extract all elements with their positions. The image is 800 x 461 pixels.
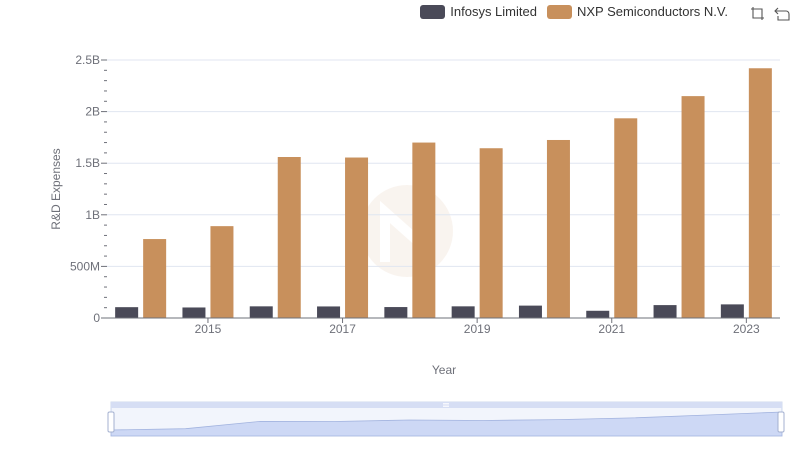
data-zoom-handle-left[interactable]	[107, 411, 115, 433]
y-tick-label: 1B	[85, 208, 100, 222]
bar-infosys-2021	[586, 310, 610, 318]
bar-nxp-2014	[143, 239, 167, 318]
toolbox	[750, 6, 790, 22]
bar-nxp-2015	[210, 226, 234, 318]
legend-swatch-infosys	[420, 4, 446, 19]
bar-nxp-2022	[681, 96, 705, 319]
legend: Infosys Limited NXP Semiconductors N.V.	[420, 4, 728, 19]
watermark-logo	[361, 185, 453, 277]
x-axis-labels: 2015 2017 2019 2021 2023	[195, 318, 760, 336]
y-minor-ticks	[101, 59, 107, 319]
data-zoom-handle-right[interactable]	[777, 411, 785, 433]
y-tick-label: 2.5B	[75, 53, 100, 67]
bars	[115, 68, 772, 319]
legend-item-infosys[interactable]: Infosys Limited	[420, 4, 537, 19]
bar-infosys-2016	[249, 306, 273, 318]
y-tick-label: 1.5B	[75, 156, 100, 170]
bar-infosys-2017	[317, 306, 341, 318]
x-axis-title: Year	[432, 363, 456, 377]
zoom-icon[interactable]	[750, 6, 766, 22]
y-tick-label: 0	[93, 311, 100, 325]
bar-nxp-2016	[277, 157, 301, 318]
legend-label-nxp: NXP Semiconductors N.V.	[576, 4, 728, 19]
x-tick-label: 2021	[598, 322, 625, 336]
bar-infosys-2015	[182, 307, 206, 318]
legend-label-infosys: Infosys Limited	[450, 4, 537, 19]
x-tick-label: 2019	[464, 322, 491, 336]
bar-nxp-2018	[412, 142, 436, 318]
data-zoom-slider[interactable]	[107, 401, 785, 437]
restore-icon[interactable]	[774, 6, 790, 22]
x-tick-label: 2017	[329, 322, 356, 336]
y-axis-labels: 0 500M 1B 1.5B 2B 2.5B	[70, 53, 100, 325]
bar-infosys-2023	[720, 304, 744, 318]
bar-infosys-2014	[115, 307, 139, 318]
legend-swatch-nxp	[546, 4, 572, 19]
bar-nxp-2020	[546, 139, 570, 318]
y-axis-title: R&D Expenses	[49, 148, 63, 229]
bar-nxp-2019	[479, 148, 503, 318]
bar-nxp-2021	[614, 118, 638, 318]
bar-infosys-2019	[451, 306, 475, 318]
legend-item-nxp[interactable]: NXP Semiconductors N.V.	[546, 4, 728, 19]
bar-nxp-2017	[345, 157, 369, 318]
drag-grip-icon[interactable]	[443, 403, 449, 407]
x-tick-label: 2023	[733, 322, 760, 336]
bar-nxp-2023	[748, 68, 772, 318]
x-tick-label: 2015	[195, 322, 222, 336]
bar-infosys-2022	[653, 305, 677, 318]
bar-infosys-2018	[384, 307, 408, 318]
bar-infosys-2020	[518, 305, 542, 318]
y-tick-label: 2B	[85, 105, 100, 119]
y-tick-label: 500M	[70, 259, 100, 273]
